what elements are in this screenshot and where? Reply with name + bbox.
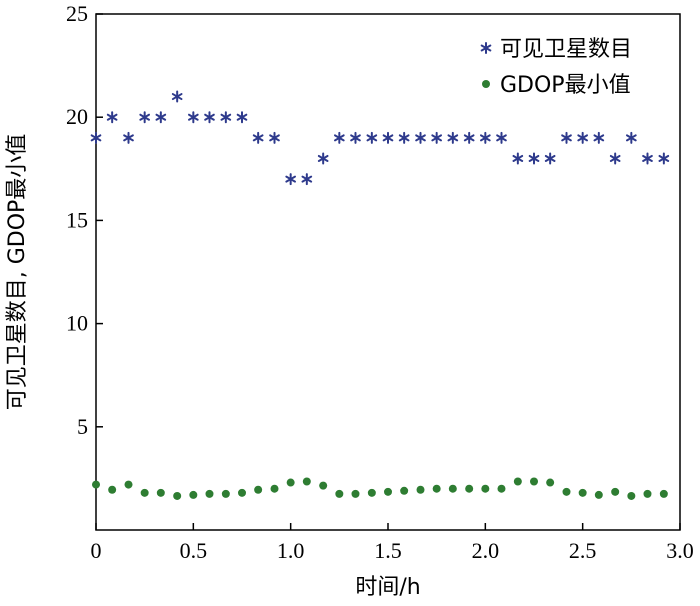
data-point-circle [156,488,165,497]
data-point-circle [546,478,555,487]
data-point-star [285,173,296,186]
data-point-circle [367,488,376,497]
data-point-star [236,111,248,124]
data-point-star [171,90,183,103]
data-point-star [431,131,442,144]
legend-star-marker [480,42,492,54]
x-tick-label: 1.5 [374,538,402,563]
y-tick-label: 5 [77,414,88,439]
data-point-star [642,152,653,165]
data-point-circle [530,477,538,486]
data-point-circle [221,489,230,498]
data-point-star [317,152,329,165]
data-point-circle [627,491,636,500]
data-point-star [90,131,102,144]
data-point-star [577,131,588,144]
data-point-circle [513,477,522,486]
legend-marker-circle [482,80,490,88]
data-point-star [252,131,264,144]
series-gdop-min [92,477,668,500]
data-point-circle [465,484,474,493]
y-tick-label: 15 [66,207,88,232]
data-point-circle [416,485,425,494]
data-point-circle [238,488,246,497]
data-point-circle [302,477,311,486]
data-point-circle [319,481,328,490]
y-tick-label: 10 [66,311,88,336]
x-tick-label: 3.0 [666,538,694,563]
data-point-star [188,111,199,124]
data-point-star [496,131,507,144]
data-point-circle [286,478,295,487]
data-point-circle [92,480,100,489]
data-point-star [366,131,378,144]
data-point-star [512,152,524,165]
series-visible-satellites [90,90,670,186]
data-point-circle [578,488,587,497]
legend-label-satellites: 可见卫星数目 [500,37,632,62]
y-axis-ticks: 5 10 15 20 25 [66,1,103,439]
data-point-star [204,111,215,124]
x-tick-label: 2.5 [569,538,597,563]
data-point-star [350,131,361,144]
data-point-star [382,131,394,144]
data-point-circle [189,490,198,499]
data-point-circle [643,489,652,498]
data-point-star [561,131,572,144]
data-point-star [415,131,426,144]
x-tick-label: 1.0 [277,538,305,563]
data-point-star [480,131,491,144]
data-point-circle [400,486,409,495]
x-tick-label: 0 [91,538,102,563]
data-point-star [593,131,605,144]
data-point-star [447,131,459,144]
data-point-star [626,131,637,144]
data-point-circle [335,489,344,498]
data-point-star [139,111,150,124]
data-point-star [398,131,410,144]
data-point-star [658,152,670,165]
x-tick-label: 2.0 [472,538,500,563]
data-point-circle [497,484,506,493]
data-point-circle [205,489,214,498]
legend-label-gdop: GDOP最小值 [500,73,631,98]
x-axis-title: 时间/h [355,575,420,600]
data-point-star [463,131,475,144]
data-series [90,90,670,500]
data-point-circle [254,485,263,494]
data-point-star [220,111,232,124]
data-point-circle [594,490,603,499]
data-point-circle [108,485,117,494]
y-axis-title: 可见卫星数目, GDOP最小值 [5,134,30,411]
data-point-star [528,152,540,165]
data-point-circle [659,489,668,498]
data-point-circle [270,484,279,493]
data-point-star [544,152,556,165]
data-point-circle [481,484,490,493]
y-tick-label: 20 [66,104,88,129]
data-point-circle [351,489,360,498]
data-point-circle [173,491,182,500]
data-point-circle [432,484,441,493]
data-point-star [269,131,280,144]
legend-circle-marker [482,80,490,88]
data-point-star [609,152,621,165]
y-tick-label: 25 [66,1,88,26]
x-tick-label: 0.5 [180,538,208,563]
data-point-star [155,111,167,124]
legend-marker-star [480,42,492,54]
data-point-star [301,173,313,186]
x-axis-ticks: 0 0.5 1.0 1.5 2.0 2.5 3.0 [91,523,694,563]
data-point-circle [448,484,457,493]
data-point-circle [562,487,571,496]
data-point-star [334,131,345,144]
legend: 可见卫星数目 GDOP最小值 [480,37,632,98]
data-point-circle [140,488,149,497]
data-point-star [106,111,118,124]
data-point-circle [611,487,620,496]
data-point-circle [124,480,133,489]
data-point-star [123,131,134,144]
data-point-circle [384,487,392,496]
